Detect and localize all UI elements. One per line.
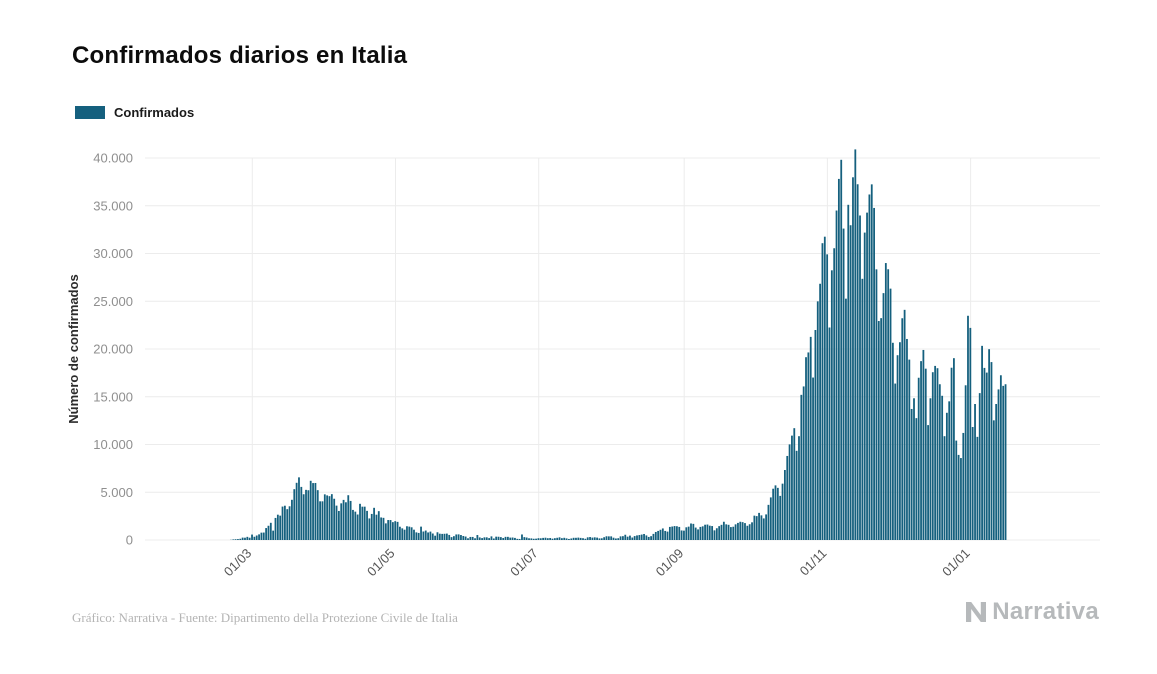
chart-title: Confirmados diarios en Italia bbox=[72, 42, 408, 69]
bar-chart-canvas: 0 5.000 10.000 15.000 20.000 25.000 30.000 35.0… bbox=[66, 149, 1100, 580]
svg-text:20.000: 20.000 bbox=[93, 342, 133, 357]
svg-text:10.000: 10.000 bbox=[93, 437, 133, 452]
svg-text:01/03: 01/03 bbox=[221, 546, 255, 580]
svg-text:25.000: 25.000 bbox=[93, 294, 133, 309]
svg-text:15.000: 15.000 bbox=[93, 389, 133, 404]
svg-text:Número de confirmados: Número de confirmados bbox=[66, 274, 81, 424]
svg-text:30.000: 30.000 bbox=[93, 246, 133, 261]
svg-text:01/11: 01/11 bbox=[797, 546, 830, 579]
svg-text:01/07: 01/07 bbox=[507, 546, 541, 580]
source-caption: Gráfico: Narrativa - Fuente: Dipartiment… bbox=[72, 610, 458, 625]
svg-text:40.000: 40.000 bbox=[93, 151, 133, 166]
svg-text:01/05: 01/05 bbox=[364, 546, 398, 580]
bar-chart: 0 5.000 10.000 15.000 20.000 25.000 30.000 35.0… bbox=[55, 135, 1120, 610]
svg-text:35.000: 35.000 bbox=[93, 198, 133, 213]
narrativa-logo: Narrativa bbox=[963, 598, 1099, 626]
svg-text:01/01: 01/01 bbox=[939, 546, 973, 580]
narrativa-logo-icon bbox=[966, 602, 987, 622]
svg-text:5.000: 5.000 bbox=[100, 485, 133, 500]
legend: Confirmados bbox=[75, 105, 194, 120]
svg-text:01/09: 01/09 bbox=[653, 546, 687, 580]
narrativa-logo-text: Narrativa bbox=[992, 598, 1099, 625]
svg-text:0: 0 bbox=[126, 533, 133, 548]
legend-label-confirmados: Confirmados bbox=[114, 105, 195, 120]
legend-swatch-confirmados bbox=[75, 106, 105, 119]
